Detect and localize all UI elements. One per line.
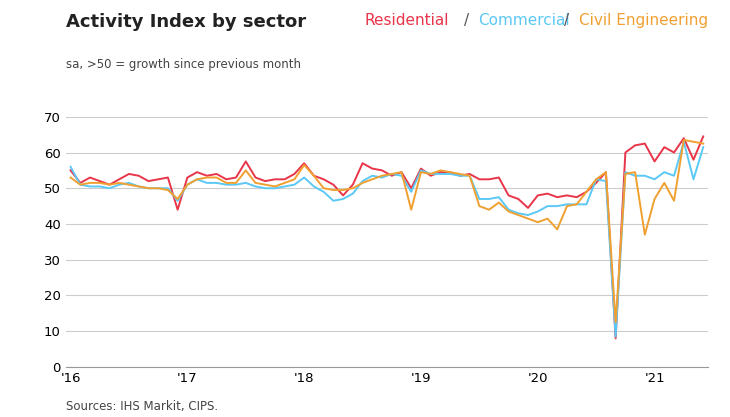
- Text: sa, >50 = growth since previous month: sa, >50 = growth since previous month: [66, 58, 301, 71]
- Text: Residential: Residential: [365, 13, 450, 28]
- Text: /: /: [464, 13, 469, 28]
- Text: Commercial: Commercial: [478, 13, 570, 28]
- Text: Civil Engineering: Civil Engineering: [579, 13, 708, 28]
- Text: /: /: [564, 13, 569, 28]
- Text: Activity Index by sector: Activity Index by sector: [66, 13, 306, 30]
- Text: Sources: IHS Markit, CIPS.: Sources: IHS Markit, CIPS.: [66, 400, 218, 413]
